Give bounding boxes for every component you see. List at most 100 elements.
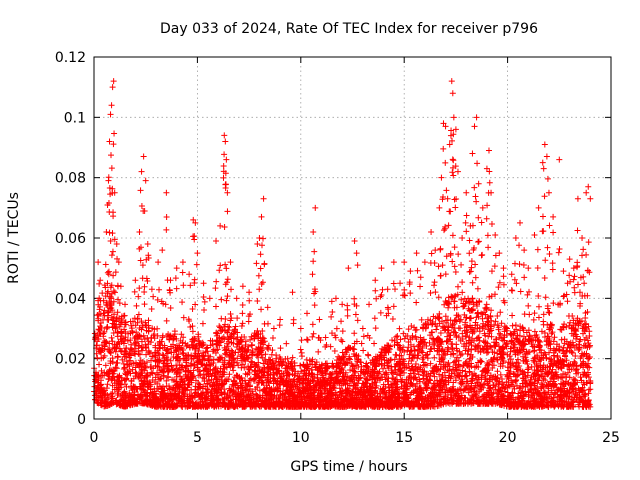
data-point [249,390,256,397]
data-point [215,403,222,410]
data-point [217,389,224,396]
data-point [239,403,246,410]
data-point [230,389,237,396]
data-point [174,365,181,372]
data-point [299,380,306,387]
data-point [278,362,285,369]
data-point [181,355,188,362]
data-point [124,369,131,376]
data-point [107,349,114,356]
data-point [338,366,345,373]
data-point [332,377,339,384]
data-point [236,339,243,346]
data-point [99,290,106,297]
data-point [119,356,126,363]
data-point [311,400,318,407]
data-point [322,390,329,397]
data-point [138,338,145,345]
data-point [339,349,346,356]
data-point [169,376,176,383]
data-point [236,376,243,383]
data-point [109,358,116,365]
data-point [203,345,210,352]
data-point [164,363,171,370]
data-point [252,397,259,404]
data-point [136,383,143,390]
data-point [174,392,181,399]
data-point [249,388,256,395]
data-point [112,325,119,332]
data-point [208,382,215,389]
data-point [115,390,122,397]
data-point [252,386,259,393]
data-point [108,390,115,397]
data-point [210,379,217,386]
data-point [280,359,287,366]
data-point [353,402,360,409]
data-point [101,395,108,402]
data-point [120,365,127,372]
data-point [103,325,110,332]
data-point [208,373,215,380]
x-tick-label: 5 [193,430,202,446]
data-point [310,392,317,399]
data-point [290,403,297,410]
data-point [304,397,311,404]
data-point [124,361,131,368]
data-point [401,335,408,342]
data-point [246,400,253,407]
data-point [219,368,226,375]
data-point [453,341,460,348]
x-tick-label: 10 [292,430,310,446]
data-point [168,343,175,350]
data-point [204,385,211,392]
data-point [105,394,112,401]
data-point [349,372,356,379]
y-tick-label: 0.02 [55,352,86,368]
data-point [346,353,353,360]
data-point [264,344,271,351]
data-point [173,401,180,408]
data-point [127,393,134,400]
data-point [288,384,295,391]
data-point [222,321,229,328]
data-point [143,351,150,358]
data-point [225,347,232,354]
data-point [174,344,181,351]
data-point [225,376,232,383]
data-point [175,383,182,390]
data-point [93,372,100,379]
data-point [525,364,532,371]
data-point [123,350,130,357]
data-point [199,402,206,409]
data-point [268,399,275,406]
data-point [283,396,290,403]
data-point [104,288,111,295]
data-point [248,351,255,358]
data-point [392,351,399,358]
data-point [183,363,190,370]
data-point [300,380,307,387]
data-point [115,378,122,385]
data-point [116,300,123,307]
data-point [143,372,150,379]
data-point [332,403,339,410]
data-point [295,376,302,383]
data-point [219,335,226,342]
data-point [333,396,340,403]
data-point [157,345,164,352]
data-point [329,391,336,398]
data-point [95,317,102,324]
data-point [144,401,151,408]
data-point [216,334,223,341]
data-point [111,380,118,387]
data-point [164,401,171,408]
data-point [138,368,145,375]
data-point [512,322,519,329]
data-point [384,375,391,382]
data-point [163,377,170,384]
data-point [248,342,255,349]
data-point [114,359,121,366]
data-point [256,375,263,382]
